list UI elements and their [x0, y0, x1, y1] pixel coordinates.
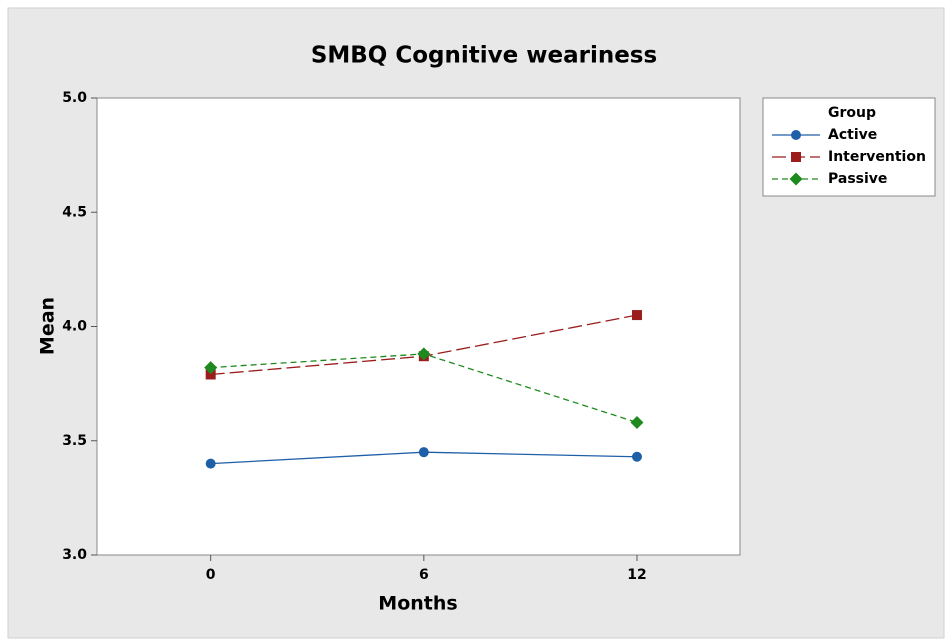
y-tick-label: 4.5 [62, 204, 87, 220]
legend-marker [791, 152, 801, 162]
legend-marker [791, 130, 801, 140]
legend-label: Intervention [828, 149, 926, 165]
data-point [418, 447, 429, 458]
x-tick-label: 0 [206, 567, 216, 583]
legend-label: Active [828, 127, 877, 143]
y-tick-label: 3.5 [62, 433, 87, 449]
y-tick-label: 4.0 [62, 319, 87, 335]
data-point [205, 369, 216, 380]
chart-title: SMBQ Cognitive weariness [311, 43, 657, 69]
data-point [417, 347, 431, 361]
data-point [630, 415, 644, 429]
x-axis-label: Months [378, 593, 457, 615]
data-point [205, 458, 216, 469]
y-tick-label: 5.0 [62, 90, 87, 106]
plot-area [96, 97, 741, 556]
legend-title: Group [828, 105, 876, 121]
y-axis-label: Mean [37, 297, 59, 355]
data-point [631, 451, 642, 462]
data-point [631, 310, 642, 321]
legend-label: Passive [828, 171, 887, 187]
x-tick-label: 12 [627, 567, 646, 583]
x-tick-label: 6 [419, 567, 429, 583]
y-tick-label: 3.0 [62, 547, 87, 563]
data-point [204, 361, 218, 375]
legend-marker [789, 172, 803, 186]
